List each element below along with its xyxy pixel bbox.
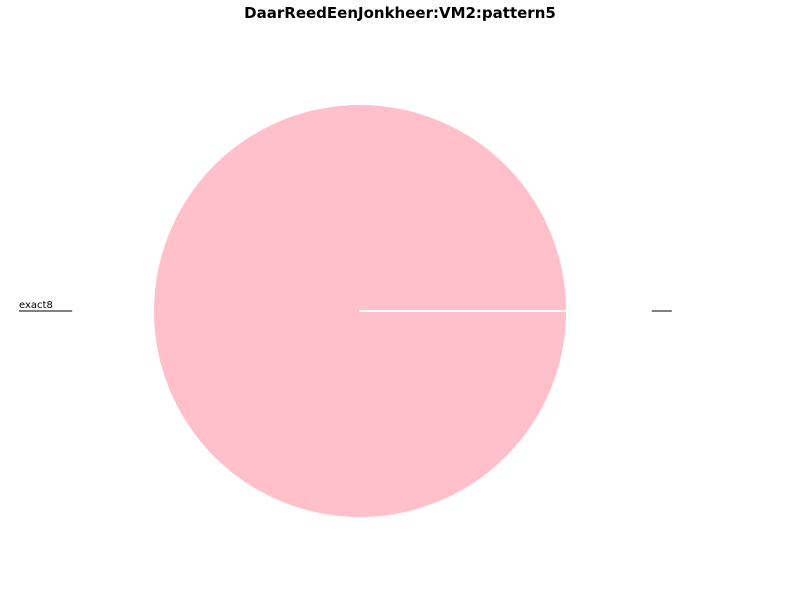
pie-slice-exact8	[152, 103, 568, 519]
slice-label: exact8	[19, 300, 53, 311]
chart-title: DaarReedEenJonkheer:VM2:pattern5	[244, 4, 556, 22]
pie-labels: exact8	[19, 300, 672, 312]
pie-slices	[152, 103, 569, 519]
